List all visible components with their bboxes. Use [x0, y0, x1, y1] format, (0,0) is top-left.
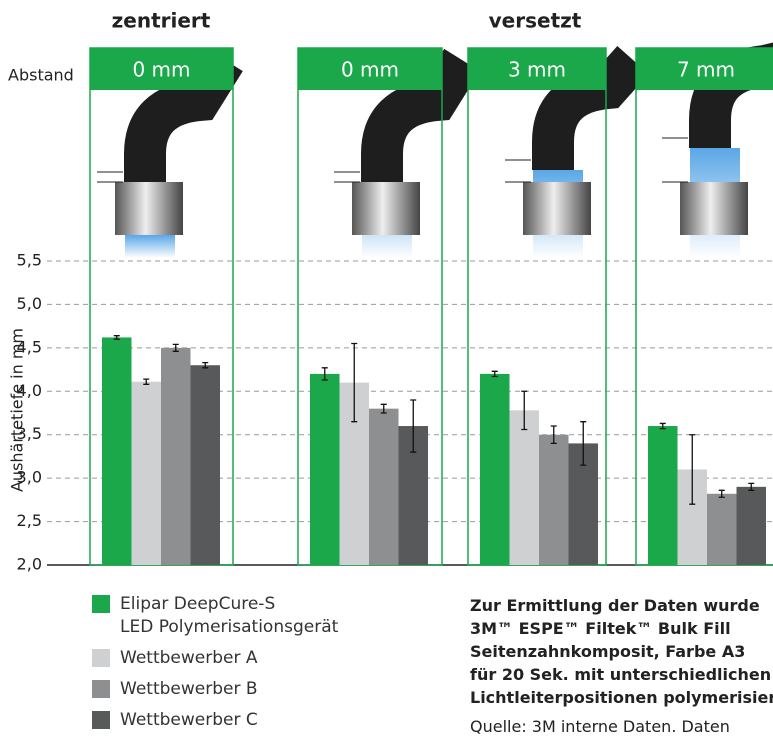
error-bar — [659, 422, 666, 430]
bar — [736, 486, 766, 565]
distance-value: 0 mm — [132, 58, 190, 82]
legend-label: Wettbewerber B — [120, 679, 258, 699]
legend-item: Elipar DeepCure-S LED Polymerisationsger… — [92, 593, 338, 639]
distance-label: Abstand — [8, 66, 74, 85]
legend-swatch — [92, 595, 110, 613]
error-bar — [410, 399, 417, 453]
note-line: Seitenzahnkomposit, Farbe A3 — [470, 642, 746, 661]
note: Zur Ermittlung der Daten wurde 3M™ ESPE™ … — [470, 594, 773, 738]
panel-header — [636, 48, 773, 90]
tip-sleeve — [523, 182, 591, 235]
distance-value: 3 mm — [508, 58, 566, 82]
note-line: Zur Ermittlung der Daten wurde — [470, 596, 760, 615]
note-line: für 20 Sek. mit unterschiedlichen — [470, 665, 772, 684]
light-guide — [361, 48, 480, 182]
tip-sleeve — [680, 182, 748, 235]
error-bar — [380, 403, 387, 414]
panel-header — [90, 48, 233, 90]
error-bar — [689, 434, 696, 505]
y-tick-label: 3,0 — [17, 468, 42, 487]
light-glow — [125, 235, 175, 258]
error-bar — [172, 343, 179, 352]
distance-value: 7 mm — [677, 58, 735, 82]
light-guide — [124, 48, 243, 182]
source: Quelle: 3M interne Daten. Daten — [470, 717, 730, 736]
bar — [707, 493, 737, 565]
legend-swatch — [92, 649, 110, 667]
y-tick-label: 5,5 — [17, 251, 42, 270]
legend-item: Wettbewerber B — [92, 678, 338, 701]
bar — [509, 410, 539, 565]
legend: Elipar DeepCure-S LED Polymerisationsger… — [92, 593, 338, 732]
panel-header — [298, 48, 442, 90]
note-line: Lichtleiterpositionen polymerisiert. — [470, 688, 773, 707]
y-tick-label: 2,5 — [17, 511, 42, 530]
legend-label: Elipar DeepCure-S LED Polymerisationsger… — [120, 594, 339, 637]
y-tick-label: 2,0 — [17, 555, 42, 574]
bar — [310, 373, 340, 565]
group-title: zentriert — [112, 9, 211, 33]
group-title: versetzt — [489, 9, 582, 33]
error-bar — [718, 489, 725, 498]
error-bar — [550, 425, 557, 445]
y-tick-label: 4,5 — [17, 337, 42, 356]
legend-item: Wettbewerber A — [92, 647, 338, 670]
legend-item: Wettbewerber C — [92, 709, 338, 732]
legend-label: Wettbewerber C — [120, 710, 258, 730]
bar — [161, 347, 191, 565]
error-bar — [521, 390, 528, 431]
error-bar — [491, 370, 498, 378]
error-bar — [143, 378, 150, 385]
legend-label: Wettbewerber A — [120, 648, 258, 668]
y-tick-label: 3,5 — [17, 424, 42, 443]
error-bar — [202, 361, 209, 369]
bar — [648, 426, 678, 565]
bar — [539, 434, 569, 565]
legend-swatch — [92, 680, 110, 698]
distance-value: 0 mm — [341, 58, 399, 82]
error-bar — [321, 367, 328, 381]
y-tick-label: 5,0 — [17, 294, 42, 313]
legend-swatch — [92, 711, 110, 729]
bar — [131, 381, 161, 565]
y-axis-label: Aushärtetiefe in mm — [8, 328, 27, 492]
bar — [369, 408, 399, 565]
tip-sleeve — [352, 182, 420, 235]
error-bar — [113, 335, 120, 340]
error-bar — [580, 421, 587, 466]
panel-header — [468, 48, 606, 90]
y-tick-label: 4,0 — [17, 381, 42, 400]
bar — [480, 373, 510, 565]
error-bar — [748, 482, 755, 491]
bar — [102, 337, 132, 565]
tip-sleeve — [115, 182, 183, 235]
bar — [190, 365, 220, 565]
error-bar — [351, 342, 358, 423]
note-line: 3M™ ESPE™ Filtek™ Bulk Fill — [470, 619, 731, 638]
